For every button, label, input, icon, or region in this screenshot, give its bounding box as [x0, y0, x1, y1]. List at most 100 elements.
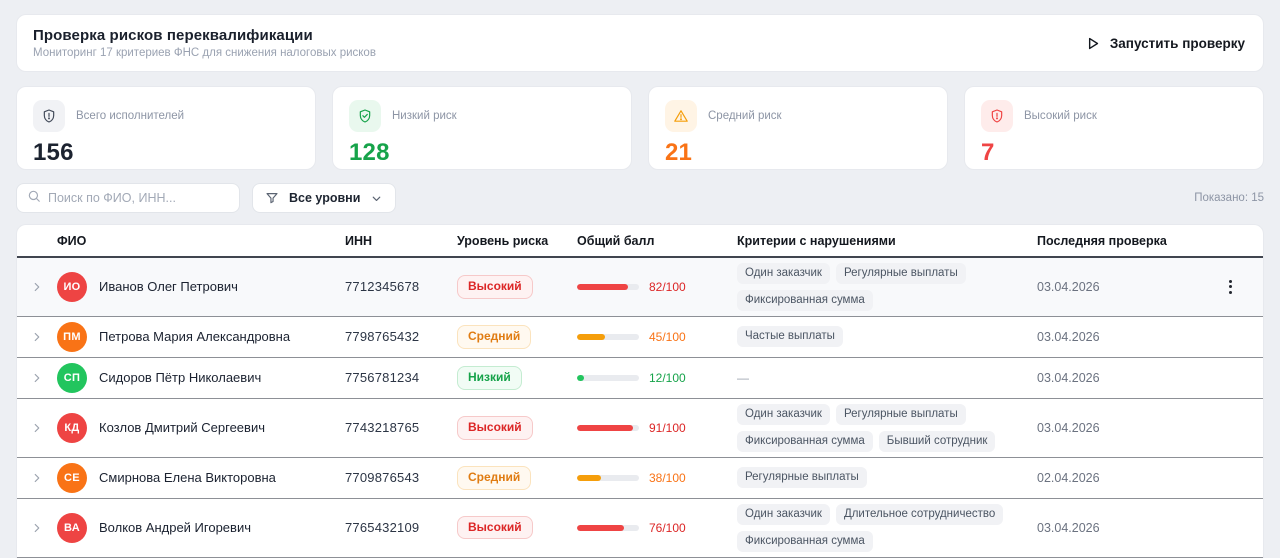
expand-row-icon[interactable] — [30, 371, 44, 385]
chevron-down-icon — [370, 192, 383, 205]
criteria-tag: Длительное сотрудничество — [836, 504, 1003, 525]
table-header-row: ФИО ИНН Уровень риска Общий балл Критери… — [17, 225, 1263, 258]
stat-card-medium-risk: Средний риск 21 — [648, 86, 948, 170]
filter-label: Все уровни — [289, 191, 360, 205]
requalification-risk-page: Проверка рисков переквалификации Монитор… — [0, 0, 1280, 558]
score-value: 82/100 — [649, 280, 686, 294]
stat-label: Высокий риск — [1024, 110, 1097, 122]
executors-table: ФИО ИНН Уровень риска Общий балл Критери… — [16, 224, 1264, 558]
criteria-tag: Регулярные выплаты — [737, 467, 867, 488]
score-value: 38/100 — [649, 471, 686, 485]
search-icon — [27, 189, 41, 208]
score-progress-bar — [577, 375, 639, 381]
page-title: Проверка рисков переквалификации — [33, 27, 376, 44]
avatar: СЕ — [57, 463, 87, 493]
filter-funnel-icon — [265, 191, 279, 205]
row-menu-button[interactable] — [1225, 276, 1236, 298]
criteria-tag: Один заказчик — [737, 404, 830, 425]
table-row[interactable]: КДКозлов Дмитрий Сергеевич7743218765Высо… — [17, 399, 1263, 458]
inn-value: 7743218765 — [345, 420, 419, 435]
level-filter-dropdown[interactable]: Все уровни — [252, 183, 396, 213]
score-progress-fill — [577, 525, 624, 531]
risk-level-badge: Высокий — [457, 275, 533, 299]
inn-value: 7712345678 — [345, 279, 419, 294]
expand-row-icon[interactable] — [30, 471, 44, 485]
risk-level-badge: Средний — [457, 466, 531, 490]
table-row[interactable]: СЕ Смирнова Елена Викторовна 7709876543 Сре… — [17, 458, 1263, 499]
no-criteria-placeholder: — — [737, 371, 749, 385]
stat-value: 21 — [665, 139, 931, 167]
table-row[interactable]: ИОИванов Олег Петрович7712345678Высокий8… — [17, 258, 1263, 317]
avatar: СП — [57, 363, 87, 393]
expand-row-icon[interactable] — [30, 280, 44, 294]
avatar: ПМ — [57, 322, 87, 352]
search-box[interactable] — [16, 183, 240, 213]
inn-value: 7709876543 — [345, 470, 419, 485]
risk-level-badge: Высокий — [457, 416, 533, 440]
criteria-tag: Один заказчик — [737, 263, 830, 284]
alert-triangle-icon — [665, 100, 697, 132]
stat-card-header: Всего исполнителей — [33, 100, 299, 132]
executor-name: Петрова Мария Александровна — [99, 329, 290, 344]
shield-alert-icon — [981, 100, 1013, 132]
table-row[interactable]: ПМПетрова Мария Александровна7798765432С… — [17, 317, 1263, 358]
criteria-tag: Частые выплаты — [737, 326, 843, 347]
column-header-criteria: Критерии с нарушениями — [737, 234, 1037, 248]
run-check-button[interactable]: Запустить проверку — [1084, 35, 1245, 52]
avatar: ВА — [57, 513, 87, 543]
stat-value: 156 — [33, 139, 299, 167]
expand-row-icon[interactable] — [30, 521, 44, 535]
score-progress-bar — [577, 475, 639, 481]
executor-name: Смирнова Елена Викторовна — [99, 470, 276, 485]
inn-value: 7765432109 — [345, 520, 419, 535]
table-body: ИОИванов Олег Петрович7712345678Высокий8… — [17, 258, 1263, 558]
score-progress-fill — [577, 475, 601, 481]
expand-row-icon[interactable] — [30, 330, 44, 344]
stat-label: Средний риск — [708, 110, 782, 122]
criteria-tags: Частые выплаты — [737, 326, 1037, 347]
stat-card-low-risk: Низкий риск 128 — [332, 86, 632, 170]
score-value: 91/100 — [649, 421, 686, 435]
score-progress-fill — [577, 284, 628, 290]
page-header: Проверка рисков переквалификации Монитор… — [16, 14, 1264, 72]
table-row[interactable]: ВАВолков Андрей Игоревич7765432109Высоки… — [17, 499, 1263, 558]
criteria-tag: Один заказчик — [737, 504, 830, 525]
column-header-lastcheck: Последняя проверка — [1037, 234, 1197, 248]
stat-card-header: Низкий риск — [349, 100, 615, 132]
score-progress-bar — [577, 425, 639, 431]
last-check-date: 03.04.2026 — [1037, 280, 1100, 294]
inn-value: 7798765432 — [345, 329, 419, 344]
criteria-tag: Фиксированная сумма — [737, 290, 873, 311]
score-progress-fill — [577, 375, 584, 381]
stat-value: 7 — [981, 139, 1247, 167]
executor-name: Волков Андрей Игоревич — [99, 520, 251, 535]
score-progress-bar — [577, 284, 639, 290]
stat-value: 128 — [349, 139, 615, 167]
score-progress-bar — [577, 525, 639, 531]
last-check-date: 02.04.2026 — [1037, 471, 1100, 485]
last-check-date: 03.04.2026 — [1037, 421, 1100, 435]
criteria-tag: Регулярные выплаты — [836, 404, 966, 425]
search-input[interactable] — [48, 191, 229, 205]
shield-check-icon — [349, 100, 381, 132]
executor-name: Козлов Дмитрий Сергеевич — [99, 420, 265, 435]
executor-name: Сидоров Пётр Николаевич — [99, 370, 261, 385]
criteria-tags: Регулярные выплаты — [737, 467, 1037, 488]
table-row[interactable]: СПСидоров Пётр Николаевич7756781234Низки… — [17, 358, 1263, 399]
stats-row: Всего исполнителей 156 Низкий риск 128 С… — [16, 86, 1264, 170]
run-check-label: Запустить проверку — [1110, 36, 1245, 51]
column-header-fio: ФИО — [57, 234, 345, 248]
expand-row-icon[interactable] — [30, 421, 44, 435]
score-progress-fill — [577, 425, 633, 431]
risk-level-badge: Низкий — [457, 366, 522, 390]
shown-count: Показано: 15 — [1194, 192, 1264, 204]
stat-card-header: Средний риск — [665, 100, 931, 132]
score-value: 12/100 — [649, 371, 686, 385]
executor-name: Иванов Олег Петрович — [99, 279, 238, 294]
toolbar: Все уровни Показано: 15 — [16, 183, 1264, 213]
stat-card-total: Всего исполнителей 156 — [16, 86, 316, 170]
play-icon — [1084, 35, 1101, 52]
column-header-level: Уровень риска — [457, 234, 577, 248]
stat-label: Всего исполнителей — [76, 110, 184, 122]
criteria-tag: Регулярные выплаты — [836, 263, 966, 284]
